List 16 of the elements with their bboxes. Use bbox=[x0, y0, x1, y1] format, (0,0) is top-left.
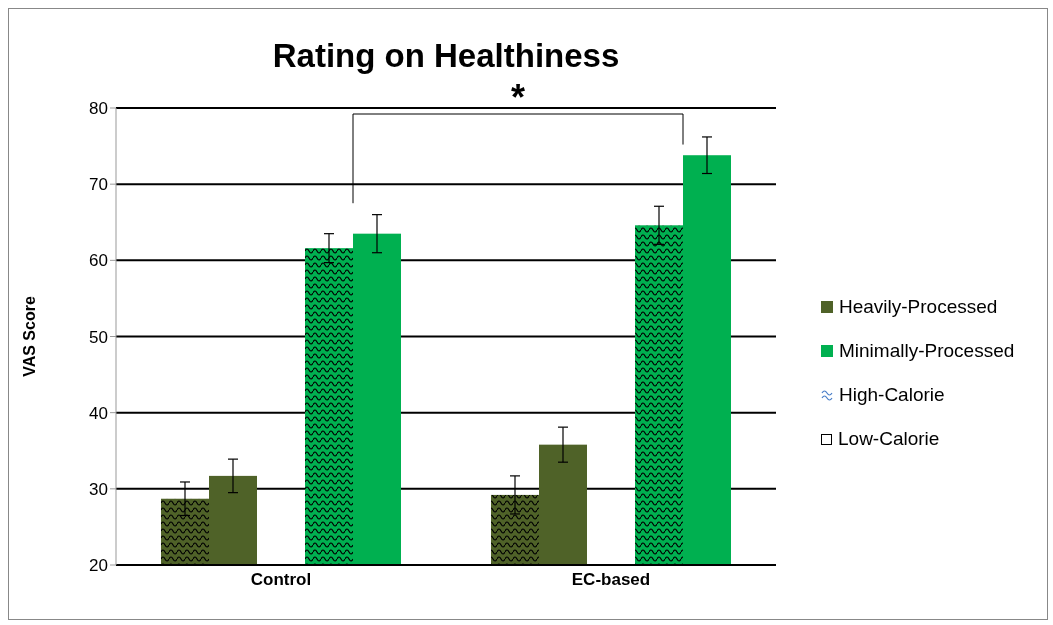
y-tick-label: 70 bbox=[89, 175, 108, 195]
text: High-Calorie bbox=[839, 384, 945, 406]
x-tick-label: Control bbox=[250, 570, 312, 590]
text: Heavily-Processed bbox=[839, 296, 998, 318]
chart-title: Rating on Healthiness bbox=[271, 37, 621, 75]
y-tick-label: 30 bbox=[89, 479, 108, 499]
y-tick-label: 40 bbox=[89, 403, 108, 423]
annotation: * bbox=[510, 77, 526, 118]
text: Low-Calorie bbox=[838, 428, 940, 450]
x-tick-label: EC-based bbox=[571, 570, 651, 590]
y-tick-label: 80 bbox=[89, 99, 108, 119]
y-axis-title: VAS Score bbox=[20, 296, 38, 377]
y-tick-label: 50 bbox=[89, 327, 108, 347]
y-tick-label: 20 bbox=[89, 556, 108, 576]
y-tick-label: 60 bbox=[89, 251, 108, 271]
text: Minimally-Processed bbox=[839, 340, 1015, 362]
